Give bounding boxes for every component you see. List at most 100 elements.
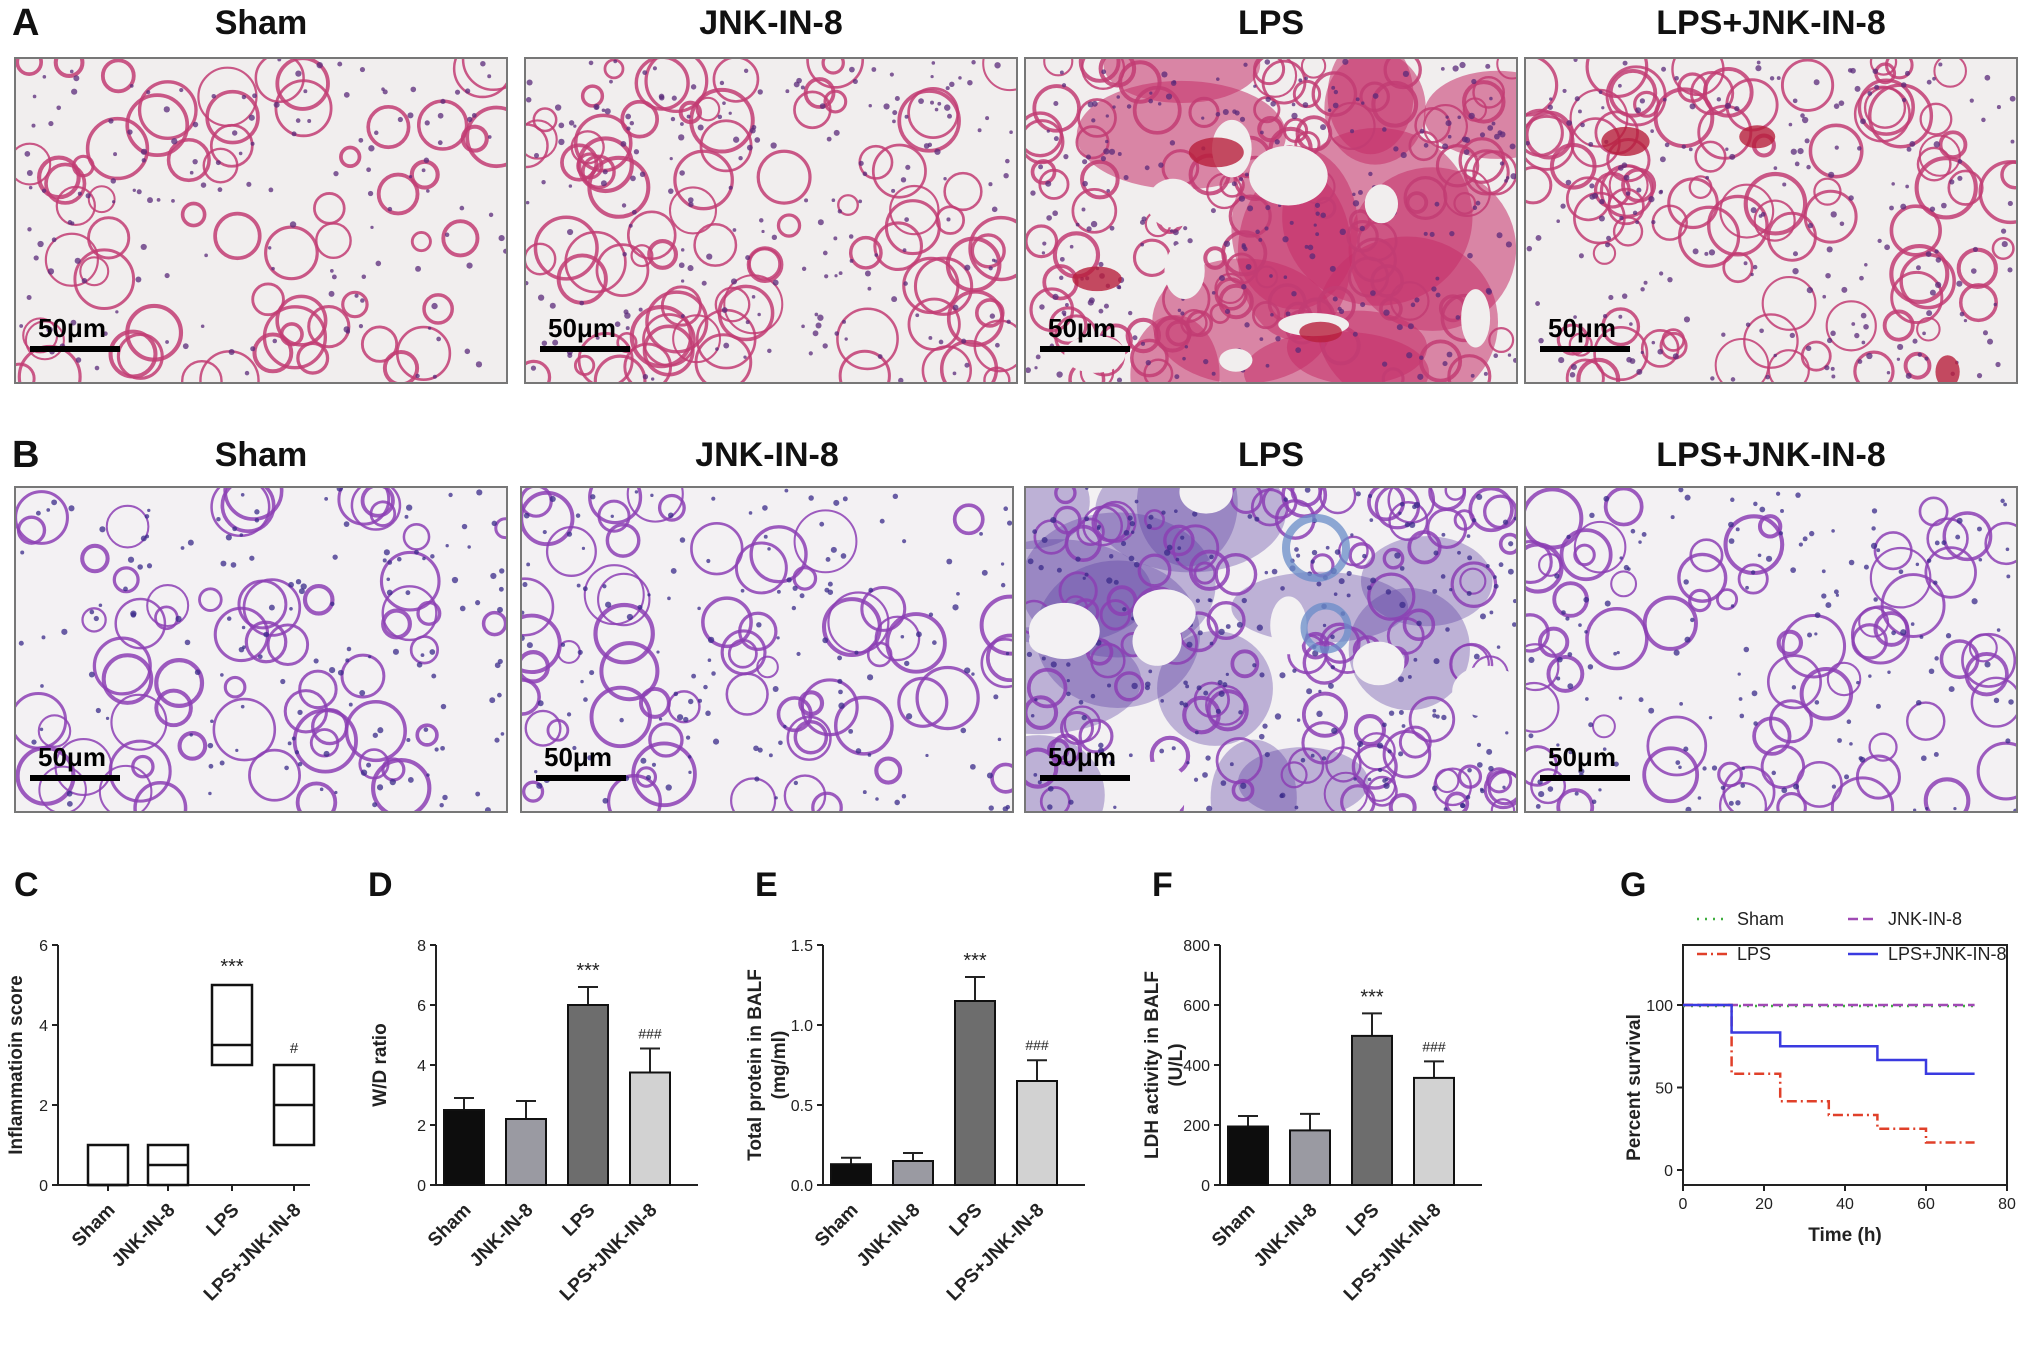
nucleus [767,348,772,354]
alveolus-wall [1063,705,1102,743]
nucleus [383,549,390,556]
nucleus [1330,634,1335,640]
alveolus-wall [212,697,277,762]
nucleus [1505,176,1510,180]
alveolus-wall [1300,59,1327,79]
nucleus [1834,145,1839,150]
nucleus [1623,564,1630,571]
alveolus-wall [907,297,961,351]
nucleus [467,116,473,123]
alveolus-wall [1526,115,1575,171]
nucleus [1485,63,1491,69]
nucleus [1513,516,1516,521]
nucleus [576,583,581,588]
nucleus [1756,60,1761,65]
nucleus [497,606,503,613]
nucleus [1751,690,1758,697]
nucleus [1857,359,1863,364]
nucleus [1434,201,1440,207]
alveolus-wall [1916,146,1952,182]
nucleus [407,112,414,119]
alveolus-wall [526,242,557,276]
alveolus-wall [1603,488,1644,527]
nucleus [1598,215,1605,222]
nucleus [1765,374,1770,380]
nucleus [1640,350,1644,355]
nucleus [1996,105,2001,110]
nucleus [1059,70,1064,75]
nucleus [1050,516,1057,524]
panel-label-b: B [12,434,40,476]
nucleus [250,141,255,146]
nucleus [1976,526,1982,532]
blood-vessel [1299,321,1342,343]
nucleus [931,61,936,65]
nucleus [522,635,525,641]
nucleus [98,603,103,608]
nucleus [1096,526,1101,531]
alveolus-wall [620,99,660,139]
alveolus-wall [1163,524,1195,557]
nucleus [1372,93,1379,99]
nucleus [916,631,922,638]
nucleus [1828,171,1835,178]
nucleus [1969,98,1974,103]
nucleus [1274,713,1282,720]
nucleus [964,362,970,368]
nucleus [687,265,694,272]
y-axis-label: Total protein in BALF [745,969,766,1161]
nucleus [1355,97,1360,102]
nucleus [961,338,967,344]
nucleus [1061,83,1067,88]
nucleus [871,67,877,72]
nucleus [26,295,32,301]
alveolus-wall [836,307,899,371]
nucleus [1056,371,1063,378]
nucleus [70,319,77,326]
alveolus-wall [1447,354,1492,382]
nucleus [834,331,840,336]
nucleus [238,151,243,156]
panel-label: D [368,866,393,904]
nucleus [1971,598,1978,605]
nucleus [536,782,543,789]
alveolus-wall [125,303,184,362]
nucleus [1050,661,1057,668]
nucleus [1407,323,1414,330]
alveolus-wall [87,216,131,260]
nucleus [904,660,910,667]
nucleus [756,622,762,628]
nucleus [1910,622,1915,626]
nucleus [1479,613,1486,620]
nucleus [1730,604,1735,608]
nucleus [1452,65,1459,72]
nucleus [194,669,201,676]
alveolus-wall [734,541,788,595]
nucleus [1807,222,1814,229]
nucleus [1929,289,1936,296]
nucleus [1003,173,1009,179]
nucleus [137,564,143,570]
nucleus [94,365,100,371]
nucleus [1804,138,1810,144]
y-tick-label: 4 [417,1058,426,1075]
nucleus [230,562,237,568]
alveolus-wall [985,633,1012,683]
y-tick-label: 1.0 [791,1018,813,1035]
nucleus [1776,76,1781,81]
nucleus [687,197,694,203]
nucleus [1871,508,1878,514]
nucleus [1283,275,1288,279]
nucleus [397,116,403,123]
nucleus [69,69,74,74]
nucleus [1350,129,1355,134]
alveolus-wall [1753,199,1796,242]
nucleus [808,351,813,356]
alveolus-wall [889,184,940,236]
alveolus-wall [1371,80,1419,128]
nucleus [705,710,711,717]
nucleus [1148,98,1154,104]
nucleus [1675,760,1681,765]
nucleus [1900,82,1907,88]
